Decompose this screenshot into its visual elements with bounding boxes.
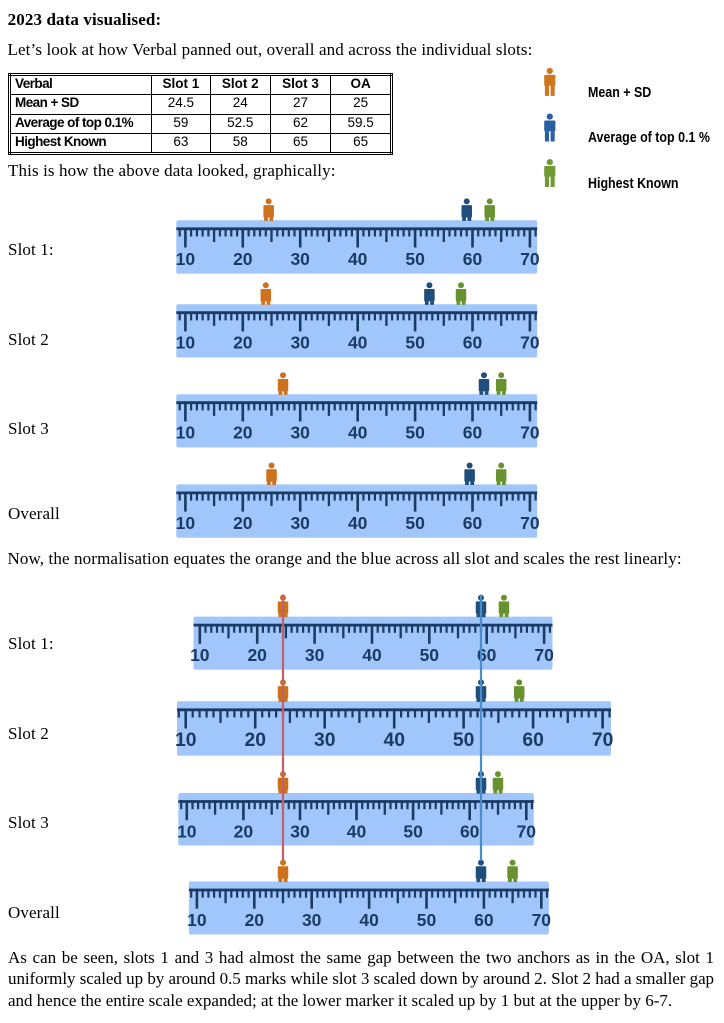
svg-text:40: 40 (383, 730, 404, 751)
svg-text:20: 20 (233, 249, 253, 269)
svg-text:20: 20 (247, 645, 267, 665)
svg-text:10: 10 (176, 513, 196, 533)
svg-text:30: 30 (290, 513, 310, 533)
svg-text:20: 20 (233, 513, 253, 533)
svg-text:50: 50 (405, 423, 425, 443)
svg-text:10: 10 (176, 423, 196, 443)
svg-text:30: 30 (290, 249, 310, 269)
svg-text:40: 40 (347, 822, 367, 842)
svg-text:40: 40 (359, 910, 379, 930)
svg-text:30: 30 (314, 730, 335, 751)
svg-text:50: 50 (420, 645, 440, 665)
svg-text:40: 40 (362, 645, 382, 665)
svg-text:50: 50 (405, 249, 425, 269)
svg-text:60: 60 (522, 730, 543, 751)
svg-text:30: 30 (290, 822, 310, 842)
svg-text:30: 30 (290, 333, 310, 353)
svg-text:10: 10 (176, 249, 196, 269)
svg-text:70: 70 (520, 513, 540, 533)
svg-text:50: 50 (453, 730, 474, 751)
svg-text:70: 70 (592, 730, 613, 751)
svg-text:70: 70 (517, 822, 537, 842)
svg-text:70: 70 (520, 249, 540, 269)
svg-text:50: 50 (405, 333, 425, 353)
svg-text:10: 10 (190, 645, 210, 665)
svg-text:60: 60 (463, 249, 483, 269)
svg-text:60: 60 (460, 822, 480, 842)
svg-text:30: 30 (302, 910, 322, 930)
svg-text:60: 60 (463, 423, 483, 443)
svg-text:60: 60 (463, 513, 483, 533)
svg-text:40: 40 (348, 513, 368, 533)
svg-text:70: 70 (520, 333, 540, 353)
svg-text:10: 10 (175, 730, 196, 751)
svg-text:20: 20 (233, 423, 253, 443)
svg-text:60: 60 (463, 333, 483, 353)
svg-text:70: 70 (534, 645, 554, 665)
svg-text:50: 50 (417, 910, 437, 930)
svg-text:10: 10 (187, 910, 207, 930)
svg-text:30: 30 (305, 645, 325, 665)
svg-text:20: 20 (244, 730, 265, 751)
svg-text:40: 40 (348, 423, 368, 443)
svg-text:40: 40 (348, 333, 368, 353)
svg-text:50: 50 (403, 822, 423, 842)
svg-text:30: 30 (290, 423, 310, 443)
svg-text:20: 20 (233, 333, 253, 353)
svg-text:70: 70 (532, 910, 552, 930)
svg-text:20: 20 (245, 910, 265, 930)
svg-text:50: 50 (405, 513, 425, 533)
svg-text:70: 70 (520, 423, 540, 443)
svg-text:10: 10 (177, 822, 197, 842)
svg-text:60: 60 (474, 910, 494, 930)
svg-text:20: 20 (234, 822, 254, 842)
svg-text:40: 40 (348, 249, 368, 269)
svg-text:10: 10 (176, 333, 196, 353)
